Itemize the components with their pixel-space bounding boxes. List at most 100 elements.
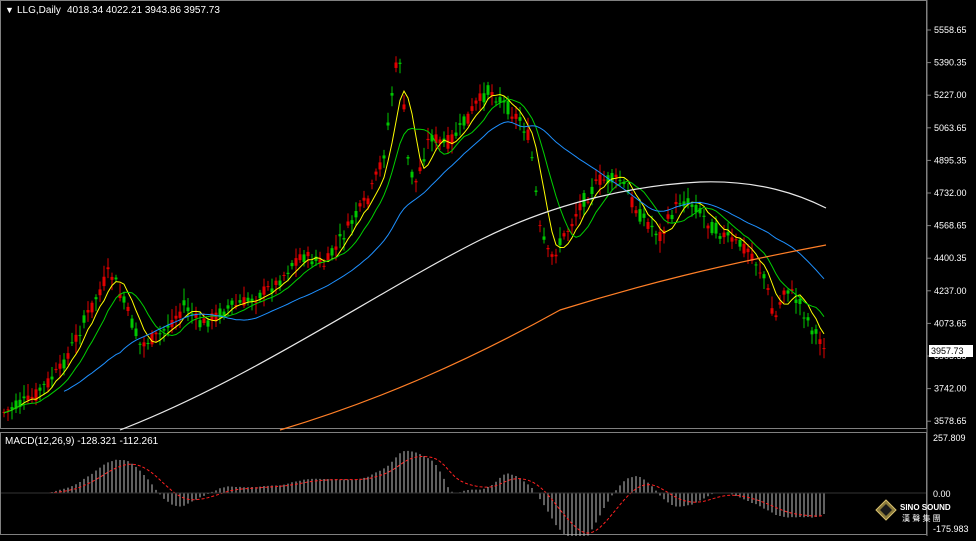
candle-body (214, 312, 218, 322)
candle-body (818, 339, 822, 345)
current-price-label: 3957.73 (931, 346, 964, 356)
candle-body (138, 343, 142, 345)
candle-body (398, 62, 402, 64)
candle-body (158, 333, 162, 335)
candle-body (122, 296, 126, 303)
candle-body (602, 179, 606, 181)
candle-body (410, 171, 414, 178)
candle-body (618, 180, 622, 182)
candle-body (778, 302, 782, 305)
candle-body (810, 330, 814, 335)
dropdown-arrow-icon[interactable]: ▼ (5, 5, 14, 15)
candle-body (642, 213, 646, 218)
candle-body (202, 318, 206, 323)
candle-body (402, 104, 406, 110)
candle-body (314, 256, 318, 261)
price-tick-label: 5227.00 (934, 90, 967, 100)
candle-body (386, 122, 390, 126)
price-tick-label: 5558.65 (934, 25, 967, 35)
candle-body (698, 208, 702, 214)
candle-body (230, 300, 234, 305)
candle-body (478, 93, 482, 101)
candle-body (422, 159, 426, 162)
candle-body (782, 290, 786, 295)
candle-body (518, 117, 522, 121)
candle-body (538, 225, 542, 227)
price-axis: 5558.65 5390.35 5227.00 5063.65 4895.35 4732.… (927, 25, 967, 426)
candle-body (334, 246, 338, 250)
candle-body (382, 155, 386, 159)
candle-body (110, 276, 114, 280)
candle-body (98, 289, 102, 296)
candle-body (678, 203, 682, 205)
candle-body (606, 175, 610, 184)
candle-body (242, 297, 246, 306)
candle-body (542, 236, 546, 240)
watermark-line2: 漢 聲 集 團 (902, 513, 941, 523)
sinosound-logo: SINO SOUND 漢 聲 集 團 (875, 499, 951, 523)
candle-body (594, 179, 598, 181)
candle-body (266, 286, 270, 288)
price-tick-label: 4732.00 (934, 188, 967, 198)
candle-body (302, 254, 306, 263)
candle-body (198, 320, 202, 328)
candle-body (514, 113, 518, 119)
price-tick-label: 5063.65 (934, 123, 967, 133)
candle-body (686, 198, 690, 204)
candle-body (134, 328, 138, 337)
candle-body (42, 383, 46, 385)
candle-body (470, 106, 474, 111)
candle-body (298, 254, 302, 261)
candle-body (622, 181, 626, 185)
candle-body (694, 204, 698, 213)
candle-body (262, 286, 266, 295)
candles-series (2, 56, 826, 422)
macd-histogram (1, 450, 926, 541)
candle-body (146, 342, 150, 345)
candle-body (486, 85, 490, 95)
candle-body (814, 329, 818, 334)
candle-body (702, 215, 706, 217)
candle-body (130, 318, 134, 328)
candle-body (358, 203, 362, 207)
candle-body (754, 264, 758, 266)
candle-body (458, 123, 462, 125)
candle-body (798, 298, 802, 305)
candle-body (578, 203, 582, 211)
candle-body (38, 387, 42, 391)
candle-body (218, 308, 222, 318)
candle-body (414, 180, 418, 183)
candle-body (82, 315, 86, 323)
watermark-line1: SINO SOUND (900, 503, 951, 512)
chart-symbol: LLG,Daily (17, 5, 61, 16)
candle-body (2, 411, 6, 413)
candle-body (454, 132, 458, 136)
candle-body (650, 225, 654, 228)
macd-label: MACD(12,26,9) -128.321 -112.261 (5, 436, 159, 447)
candle-body (734, 239, 738, 241)
candle-body (154, 332, 158, 335)
candle-body (746, 248, 750, 253)
candle-body (246, 297, 250, 302)
candle-body (210, 313, 214, 321)
candle-body (62, 359, 66, 369)
candle-body (14, 400, 18, 409)
candle-body (374, 171, 378, 175)
candle-body (330, 248, 334, 256)
chart-ohlc: 4018.34 4022.21 3943.86 3957.73 (67, 5, 220, 16)
price-pane-frame (0, 0, 927, 429)
candle-body (350, 220, 354, 224)
candle-body (406, 156, 410, 159)
candle-body (114, 277, 118, 280)
logo-inner-icon (880, 504, 892, 516)
candle-body (598, 174, 602, 185)
candle-body (282, 274, 286, 276)
candle-body (654, 233, 658, 236)
candle-body (250, 298, 254, 303)
candle-body (6, 409, 10, 411)
ma-white-line (119, 181, 827, 431)
candle-body (490, 92, 494, 96)
ma-orange-line (279, 244, 827, 431)
